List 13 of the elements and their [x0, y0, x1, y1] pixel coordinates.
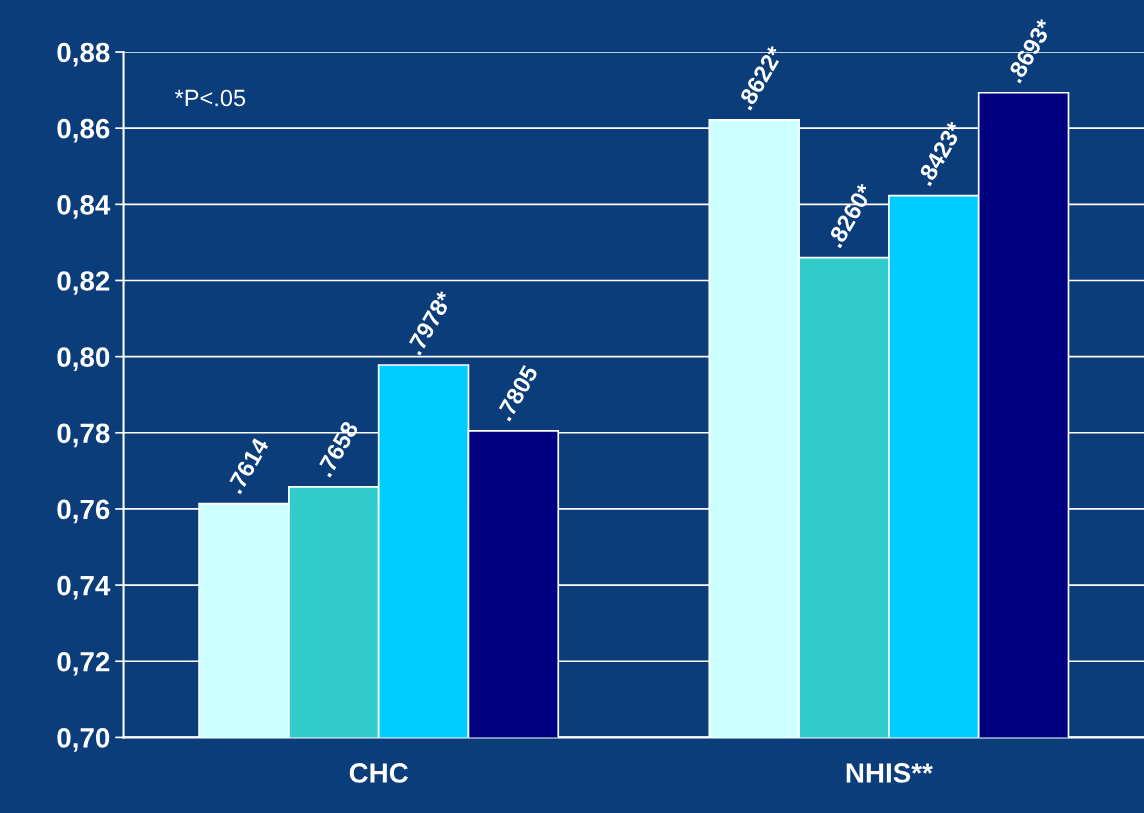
y-tick-label: 0,70 [57, 728, 110, 752]
y-tick-label: 0,80 [57, 347, 110, 371]
x-tick-label: CHC [349, 763, 408, 783]
y-tick-label: 0,78 [57, 423, 110, 448]
y-tick-label: 0,74 [57, 575, 111, 600]
y-tick-label: 0,76 [57, 499, 110, 524]
y-tick-label: 0,86 [57, 118, 110, 143]
y-tick-label: 0,72 [57, 651, 110, 676]
x-tick-label: NHIS** [846, 763, 933, 783]
y-tick-label: 0,82 [57, 271, 110, 295]
annotation: *P<.05 [174, 89, 246, 107]
y-tick-label: 0,84 [57, 195, 111, 219]
y-tick-label: 0,88 [57, 42, 110, 67]
